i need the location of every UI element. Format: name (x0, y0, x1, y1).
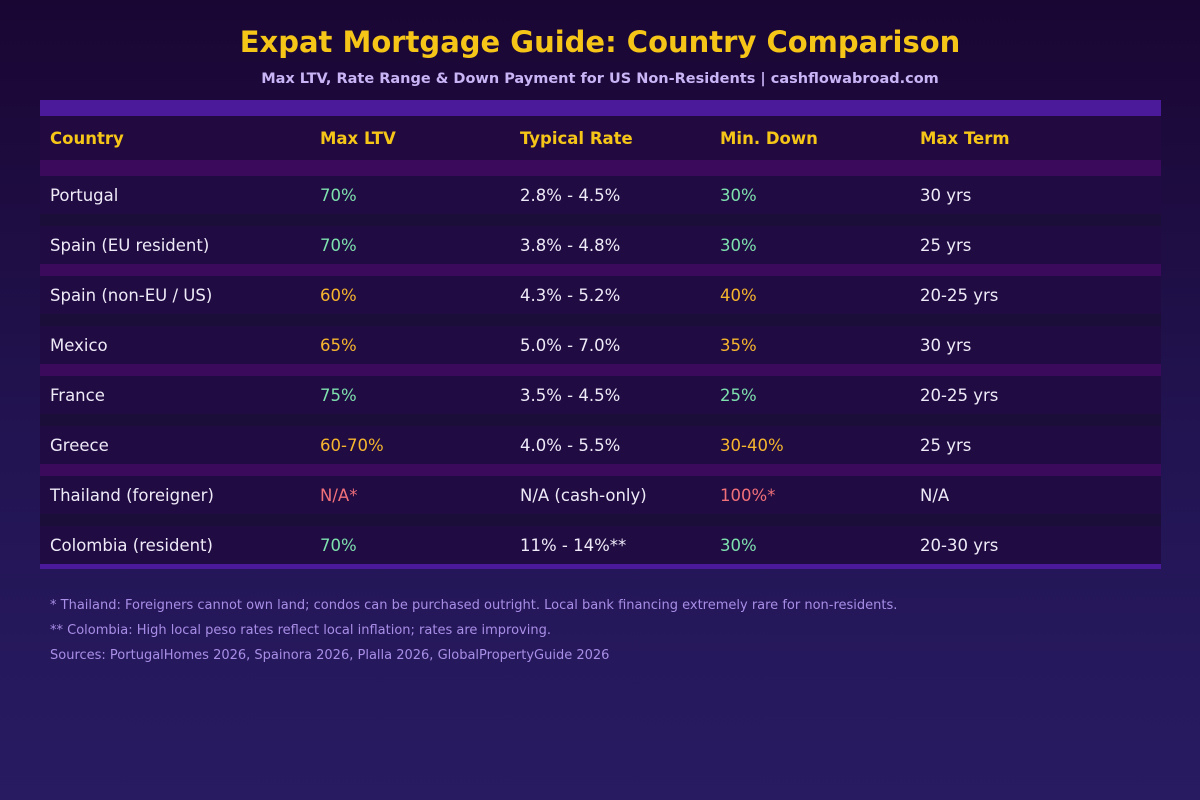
cell-country: Colombia (resident) (50, 535, 213, 555)
cell-max-ltv: 75% (320, 385, 357, 405)
cell-max-ltv: 70% (320, 235, 357, 255)
table-row: France 75% 3.5% - 4.5% 25% 20-25 yrs (40, 376, 1161, 414)
page-subtitle: Max LTV, Rate Range & Down Payment for U… (261, 71, 939, 87)
table-bottom-strip (40, 564, 1161, 569)
row-divider (40, 414, 1161, 426)
cell-country: Portugal (50, 185, 119, 205)
row-divider (40, 264, 1161, 276)
row-divider (40, 214, 1161, 226)
cell-country: Greece (50, 435, 109, 455)
table-row: Spain (non-EU / US) 60% 4.3% - 5.2% 40% 20-2… (40, 276, 1161, 314)
cell-country: Thailand (foreigner) (50, 485, 214, 505)
table-body: Portugal 70% 2.8% - 4.5% 30% 30 yrs Spain (EU… (40, 176, 1161, 564)
row-divider (40, 314, 1161, 326)
footnote-colombia: ** Colombia: High local peso rates refle… (50, 623, 551, 638)
cell-typical-rate: 4.0% - 5.5% (520, 435, 621, 455)
cell-min-down: 40% (720, 285, 757, 305)
footnote-sources: Sources: PortugalHomes 2026, Spainora 20… (50, 648, 610, 663)
table-top-strip (40, 100, 1161, 116)
header-min-down: Min. Down (720, 128, 818, 148)
page-title: Expat Mortgage Guide: Country Comparison (239, 25, 961, 59)
cell-min-down: 100%* (720, 485, 776, 505)
cell-max-ltv: 70% (320, 535, 357, 555)
cell-max-term: 25 yrs (920, 435, 972, 455)
cell-max-term: N/A (920, 485, 950, 505)
table-header-row: Country Max LTV Typical Rate Min. Down M… (40, 116, 1161, 160)
row-divider (40, 514, 1161, 526)
footnotes: * Thailand: Foreigners cannot own land; … (50, 593, 897, 668)
cell-max-term: 20-25 yrs (920, 285, 999, 305)
header-country: Country (50, 128, 124, 148)
cell-min-down: 30% (720, 185, 757, 205)
cell-typical-rate: 2.8% - 4.5% (520, 185, 621, 205)
cell-country: Spain (EU resident) (50, 235, 210, 255)
cell-typical-rate: 4.3% - 5.2% (520, 285, 621, 305)
row-divider (40, 464, 1161, 476)
cell-min-down: 30% (720, 235, 757, 255)
table-row: Colombia (resident) 70% 11% - 14%** 30% 20-3… (40, 526, 1161, 564)
cell-max-ltv: 70% (320, 185, 357, 205)
table-row: Greece 60-70% 4.0% - 5.5% 30-40% 25 yrs (40, 426, 1161, 464)
header-max-term: Max Term (920, 128, 1010, 148)
comparison-table: Country Max LTV Typical Rate Min. Down M… (40, 100, 1161, 569)
cell-max-term: 25 yrs (920, 235, 972, 255)
table-row: Spain (EU resident) 70% 3.8% - 4.8% 30% 25 y… (40, 226, 1161, 264)
footnote-thailand: * Thailand: Foreigners cannot own land; … (50, 598, 898, 613)
cell-country: Mexico (50, 335, 108, 355)
header-typical-rate: Typical Rate (520, 128, 633, 148)
cell-max-ltv: N/A* (320, 485, 358, 505)
cell-min-down: 30-40% (720, 435, 784, 455)
cell-max-ltv: 60-70% (320, 435, 384, 455)
table-row: Thailand (foreigner) N/A* N/A (cash-only) 1… (40, 476, 1161, 514)
cell-max-term: 30 yrs (920, 185, 972, 205)
cell-max-term: 20-25 yrs (920, 385, 999, 405)
table-row: Portugal 70% 2.8% - 4.5% 30% 30 yrs (40, 176, 1161, 214)
cell-country: Spain (non-EU / US) (50, 285, 213, 305)
cell-min-down: 25% (720, 385, 757, 405)
cell-max-term: 30 yrs (920, 335, 972, 355)
cell-typical-rate: 3.5% - 4.5% (520, 385, 621, 405)
cell-typical-rate: 11% - 14%** (520, 535, 627, 555)
cell-typical-rate: N/A (cash-only) (520, 485, 647, 505)
cell-country: France (50, 385, 105, 405)
table-row: Mexico 65% 5.0% - 7.0% 35% 30 yrs (40, 326, 1161, 364)
cell-typical-rate: 5.0% - 7.0% (520, 335, 621, 355)
cell-max-term: 20-30 yrs (920, 535, 999, 555)
cell-max-ltv: 65% (320, 335, 357, 355)
row-divider (40, 364, 1161, 376)
cell-max-ltv: 60% (320, 285, 357, 305)
header-max-ltv: Max LTV (320, 128, 396, 148)
cell-min-down: 35% (720, 335, 757, 355)
table-header-divider (40, 160, 1161, 176)
cell-typical-rate: 3.8% - 4.8% (520, 235, 621, 255)
cell-min-down: 30% (720, 535, 757, 555)
